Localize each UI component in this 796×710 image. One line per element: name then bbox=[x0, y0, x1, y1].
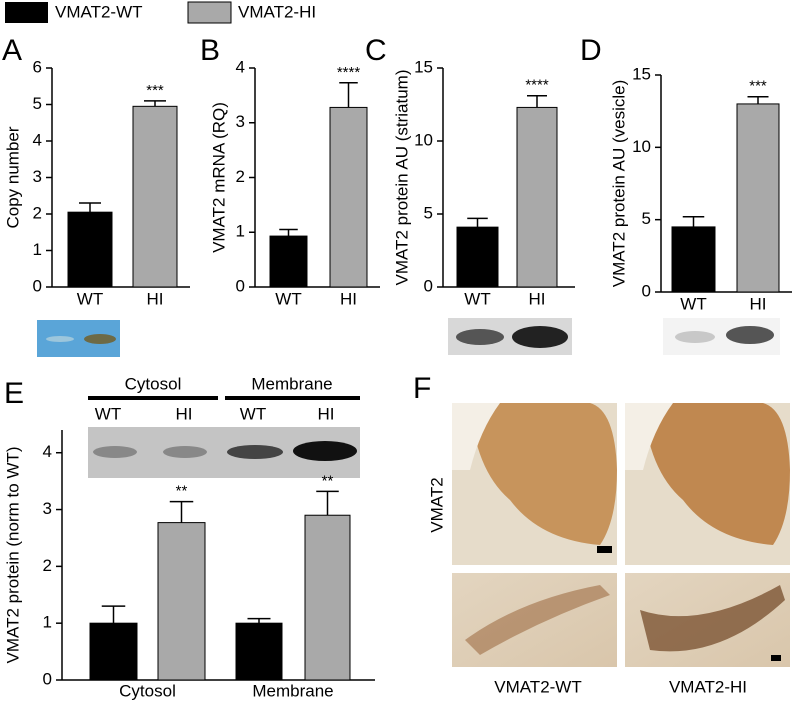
blot-lane-label: WT bbox=[95, 404, 121, 423]
x-tick-label: WT bbox=[275, 289, 301, 308]
y-tick-label: 3 bbox=[236, 112, 245, 131]
y-tick-label: 1 bbox=[33, 240, 42, 259]
y-tick-label: 4 bbox=[236, 57, 245, 76]
blot-group-label: Cytosol bbox=[125, 374, 182, 393]
y-axis-label: VMAT2 mRNA (RQ) bbox=[209, 102, 228, 253]
x-tick-label: Membrane bbox=[252, 681, 333, 700]
x-tick-label: HI bbox=[529, 289, 546, 308]
y-tick-label: 10 bbox=[632, 137, 651, 156]
y-tick-label: 3 bbox=[33, 167, 42, 186]
striatum bbox=[470, 403, 617, 545]
blot-band bbox=[726, 326, 774, 344]
striatum bbox=[643, 403, 790, 545]
bar bbox=[132, 105, 178, 288]
blot-lane-label: HI bbox=[318, 404, 335, 423]
y-tick-label: 3 bbox=[43, 499, 52, 518]
blot-band bbox=[456, 329, 504, 345]
legend-label: VMAT2-WT bbox=[55, 2, 143, 21]
panel-letter: B bbox=[200, 34, 220, 67]
substantia-nigra bbox=[465, 585, 610, 655]
y-tick-label: 0 bbox=[43, 669, 52, 688]
panel-letter: C bbox=[365, 34, 387, 67]
panel-letter: F bbox=[413, 372, 431, 405]
y-tick-label: 15 bbox=[414, 57, 433, 76]
y-tick-label: 2 bbox=[33, 203, 42, 222]
y-tick-label: 4 bbox=[43, 442, 52, 461]
blot-band bbox=[227, 445, 283, 459]
y-tick-label: 0 bbox=[642, 281, 651, 300]
legend-swatch bbox=[5, 2, 48, 23]
bar bbox=[269, 235, 308, 288]
y-axis-label: VMAT2 protein (norm to WT) bbox=[3, 447, 22, 664]
bar bbox=[736, 103, 780, 293]
y-tick-label: 0 bbox=[424, 276, 433, 295]
scale-bar bbox=[771, 655, 781, 661]
x-tick-label: WT bbox=[77, 289, 103, 308]
y-tick-label: 10 bbox=[414, 130, 433, 149]
bar bbox=[516, 106, 558, 288]
y-tick-label: 5 bbox=[424, 203, 433, 222]
row-label: VMAT2 bbox=[427, 477, 446, 532]
histology bbox=[452, 403, 790, 667]
blot-lane-label: HI bbox=[176, 404, 193, 423]
y-tick-label: 2 bbox=[236, 167, 245, 186]
scale-bar bbox=[597, 546, 612, 553]
bar bbox=[235, 622, 283, 681]
blot-band bbox=[675, 331, 715, 343]
bar bbox=[329, 106, 368, 288]
y-axis-label: Copy number bbox=[3, 126, 22, 228]
significance-label: *** bbox=[749, 78, 767, 95]
blot-lane-label: WT bbox=[240, 404, 266, 423]
gel-band bbox=[84, 334, 116, 344]
bar bbox=[671, 226, 716, 293]
x-tick-label: HI bbox=[147, 289, 164, 308]
x-tick-label: HI bbox=[750, 294, 767, 313]
bar bbox=[157, 522, 206, 681]
bar bbox=[304, 514, 351, 681]
y-axis-label: VMAT2 protein AU (vesicle) bbox=[609, 80, 628, 288]
blot-band bbox=[163, 446, 207, 458]
y-tick-label: 15 bbox=[632, 64, 651, 83]
ventricle bbox=[625, 403, 673, 470]
panel-letter: E bbox=[4, 377, 24, 410]
y-tick-label: 0 bbox=[236, 276, 245, 295]
significance-label: **** bbox=[337, 64, 361, 81]
column-label: VMAT2-HI bbox=[669, 677, 747, 696]
y-tick-label: 2 bbox=[43, 556, 52, 575]
blot-band bbox=[512, 326, 568, 348]
blot-band bbox=[293, 441, 357, 461]
legend-label: VMAT2-HI bbox=[238, 2, 316, 21]
bar bbox=[89, 622, 138, 681]
y-tick-label: 5 bbox=[33, 94, 42, 113]
y-tick-label: 5 bbox=[642, 209, 651, 228]
substantia-nigra bbox=[640, 585, 785, 652]
gel-band bbox=[46, 336, 74, 342]
bar bbox=[67, 211, 113, 288]
x-tick-label: Cytosol bbox=[119, 681, 176, 700]
panel-letter: A bbox=[2, 34, 22, 67]
y-axis-label: VMAT2 protein AU (striatum) bbox=[392, 69, 411, 285]
ventricle bbox=[452, 403, 500, 470]
y-tick-label: 1 bbox=[236, 222, 245, 241]
y-tick-label: 4 bbox=[33, 130, 42, 149]
column-label: VMAT2-WT bbox=[494, 677, 582, 696]
panel-letter: D bbox=[580, 34, 602, 67]
y-tick-label: 0 bbox=[33, 276, 42, 295]
x-tick-label: HI bbox=[340, 289, 357, 308]
blot-band bbox=[93, 446, 137, 458]
y-tick-label: 1 bbox=[43, 613, 52, 632]
blot-group-label: Membrane bbox=[251, 374, 332, 393]
x-tick-label: WT bbox=[680, 294, 706, 313]
bar bbox=[456, 226, 499, 288]
legend-swatch bbox=[187, 1, 232, 24]
x-tick-label: WT bbox=[464, 289, 490, 308]
significance-label: ** bbox=[322, 472, 334, 489]
significance-label: ** bbox=[176, 483, 188, 500]
significance-label: **** bbox=[525, 77, 549, 94]
y-tick-label: 6 bbox=[33, 57, 42, 76]
significance-label: *** bbox=[146, 82, 164, 99]
